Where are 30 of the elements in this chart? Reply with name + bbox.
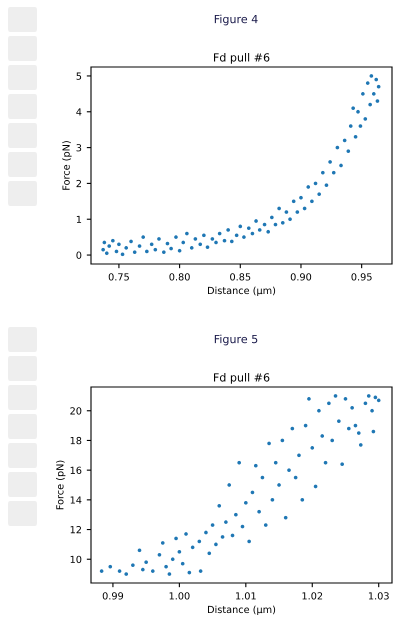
- caption: Figure 4: [214, 14, 258, 26]
- y-tick-label: 1: [76, 216, 82, 223]
- x-axis-title: Distance (µm): [208, 606, 276, 616]
- y-axis-title: Force (pN): [56, 460, 66, 510]
- chart-title: Fd pull #6: [214, 53, 270, 64]
- y-tick-label: 14: [70, 496, 82, 504]
- x-tick-label: 1.03: [368, 592, 389, 600]
- x-tick-label: 0.80: [169, 273, 190, 281]
- x-tick-label: 1.00: [170, 592, 190, 600]
- y-axis-title: Force (pN): [62, 141, 72, 190]
- x-tick-label: 1.02: [302, 592, 322, 600]
- y-tick-label: 20: [70, 407, 82, 415]
- y-tick-label: 12: [70, 526, 81, 534]
- x-tick-label: 0.95: [351, 273, 372, 281]
- x-tick-label: 0.90: [290, 273, 312, 281]
- x-tick-label: 0.75: [108, 273, 129, 281]
- y-tick-label: 2: [76, 180, 81, 188]
- y-tick-label: 10: [70, 556, 82, 564]
- x-axis-title: Distance (µm): [208, 286, 276, 296]
- y-tick-label: 4: [76, 108, 82, 116]
- chart-title: Fd pull #6: [214, 373, 270, 384]
- y-tick-label: 0: [76, 252, 82, 259]
- y-tick-label: 16: [70, 466, 82, 474]
- y-tick-label: 5: [76, 72, 82, 80]
- x-tick-label: 1.01: [236, 592, 256, 600]
- y-tick-label: 3: [76, 144, 82, 152]
- caption: Figure 5: [214, 334, 258, 346]
- y-tick-label: 18: [70, 436, 82, 444]
- x-tick-label: 0.99: [102, 592, 124, 600]
- x-tick-label: 0.85: [230, 273, 250, 281]
